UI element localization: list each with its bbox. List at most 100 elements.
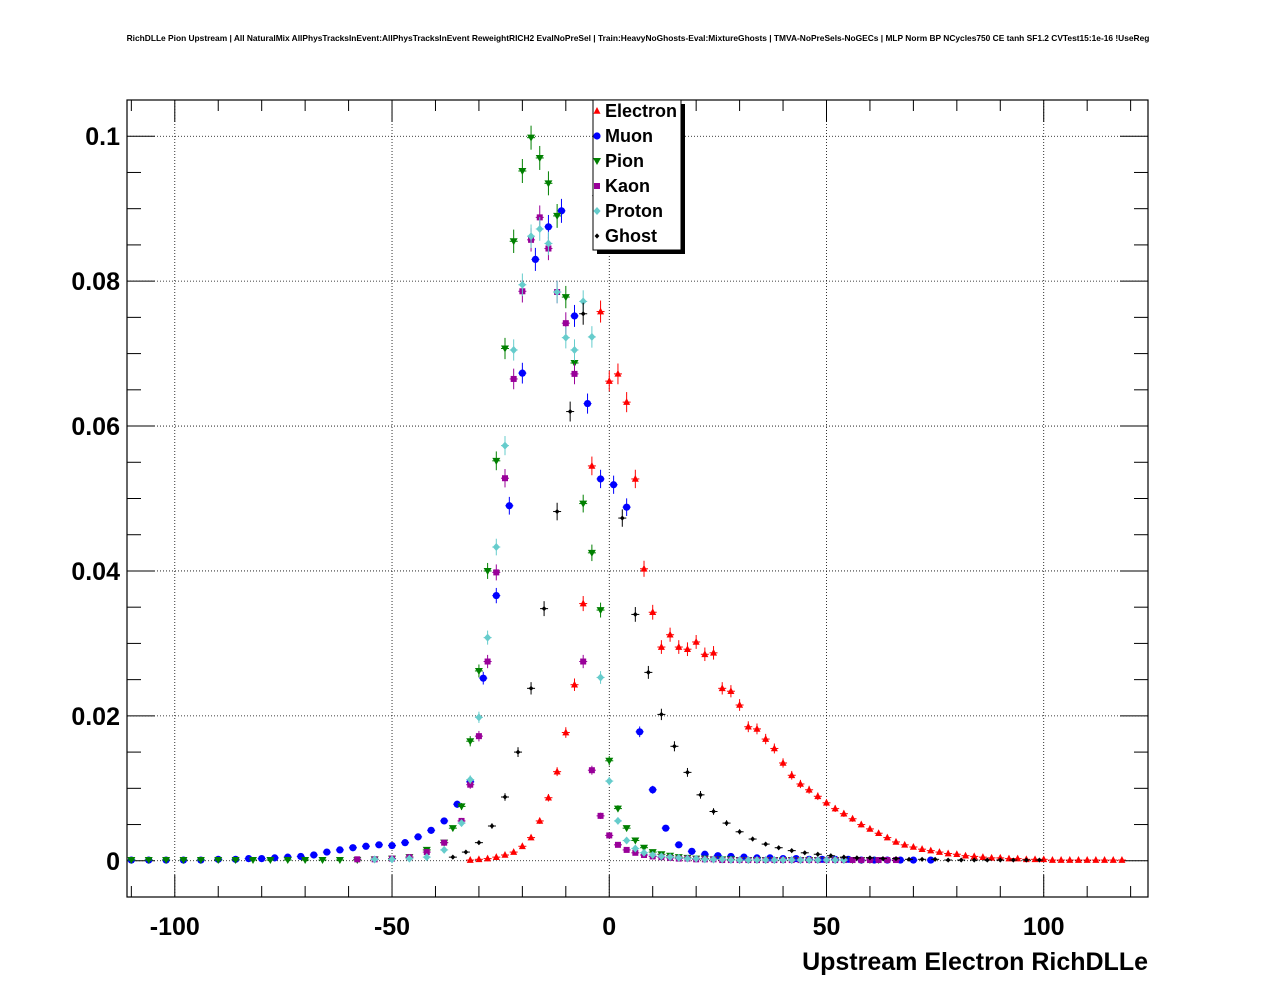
point-ghost xyxy=(580,311,586,317)
point-ghost xyxy=(476,840,482,846)
point-pion xyxy=(214,857,223,865)
legend-marker-proton xyxy=(593,207,601,215)
point-proton xyxy=(840,856,848,865)
legend-label-muon: Muon xyxy=(605,126,653,146)
point-proton xyxy=(736,856,744,865)
point-proton xyxy=(831,856,839,865)
point-ghost xyxy=(802,850,808,856)
point-ghost xyxy=(1010,857,1016,863)
point-proton xyxy=(518,280,526,289)
point-proton xyxy=(466,775,474,784)
point-electron xyxy=(536,816,544,824)
point-proton xyxy=(544,239,553,248)
point-electron xyxy=(527,833,535,841)
point-ghost xyxy=(711,808,716,815)
point-muon xyxy=(636,728,644,736)
series-proton xyxy=(370,217,848,865)
point-pion xyxy=(162,857,171,865)
point-muon xyxy=(479,674,487,682)
point-ghost xyxy=(750,836,756,842)
legend-label-electron: Electron xyxy=(605,101,677,121)
point-muon xyxy=(323,848,331,856)
point-muon xyxy=(649,786,657,794)
point-ghost xyxy=(763,841,769,847)
y-tick-label: 0.02 xyxy=(71,703,120,731)
point-ghost xyxy=(828,853,834,859)
x-tick-label: -50 xyxy=(374,913,410,941)
point-proton xyxy=(588,332,596,341)
point-pion xyxy=(579,500,588,508)
point-muon xyxy=(427,826,435,834)
point-ghost xyxy=(515,749,521,755)
point-muon xyxy=(662,824,670,832)
point-electron xyxy=(909,843,917,850)
legend-label-proton: Proton xyxy=(605,201,663,221)
data-points xyxy=(127,125,1126,865)
point-electron xyxy=(553,767,561,775)
point-kaon xyxy=(588,767,595,774)
point-electron xyxy=(571,680,579,688)
point-proton xyxy=(822,856,831,865)
point-proton xyxy=(579,297,587,306)
point-electron xyxy=(753,724,761,732)
y-tick-label: 0.1 xyxy=(85,123,120,151)
point-electron xyxy=(744,722,752,730)
point-proton xyxy=(388,855,396,864)
point-proton xyxy=(605,777,613,786)
point-pion xyxy=(144,857,153,865)
point-electron xyxy=(779,758,787,766)
chart-title: RichDLLe Pion Upstream | All NaturalMix … xyxy=(126,33,1150,43)
point-electron xyxy=(510,848,518,855)
point-ghost xyxy=(632,611,638,618)
x-tick-label: -100 xyxy=(150,913,200,941)
point-pion xyxy=(127,857,136,865)
legend: Electron Muon Pion Kaon Proton Ghost xyxy=(592,99,685,254)
point-electron xyxy=(970,852,978,860)
point-proton xyxy=(814,856,822,865)
legend-box xyxy=(592,99,682,251)
point-proton xyxy=(640,848,648,857)
point-proton xyxy=(553,288,561,297)
point-electron xyxy=(857,820,865,828)
point-proton xyxy=(709,855,718,864)
point-proton xyxy=(475,713,483,722)
point-pion xyxy=(500,345,509,353)
series-muon xyxy=(127,198,935,864)
point-electron xyxy=(979,853,987,860)
point-ghost xyxy=(841,854,847,860)
point-kaon xyxy=(571,370,578,377)
point-electron xyxy=(484,854,492,862)
point-muon xyxy=(505,502,513,510)
point-proton xyxy=(596,673,605,682)
point-proton xyxy=(623,836,631,845)
legend-marker-muon xyxy=(593,132,601,140)
legend-marker-pion xyxy=(593,158,601,165)
point-electron xyxy=(701,650,709,658)
point-electron xyxy=(597,307,605,315)
point-electron xyxy=(1101,856,1109,863)
point-kaon xyxy=(632,849,639,856)
point-electron xyxy=(675,643,683,650)
point-electron xyxy=(849,814,857,822)
point-ghost xyxy=(906,856,912,862)
point-electron xyxy=(892,837,900,845)
point-muon xyxy=(414,833,422,841)
point-pion xyxy=(492,457,501,465)
point-proton xyxy=(744,856,752,865)
point-muon xyxy=(388,841,396,850)
point-kaon xyxy=(423,849,430,856)
point-electron xyxy=(710,648,718,656)
point-kaon xyxy=(614,841,621,848)
point-pion xyxy=(318,857,327,865)
point-electron xyxy=(623,398,631,405)
point-muon xyxy=(570,312,579,320)
point-electron xyxy=(962,851,970,859)
point-muon xyxy=(362,842,370,850)
point-electron xyxy=(666,630,674,638)
point-pion xyxy=(622,825,631,833)
point-kaon xyxy=(510,375,517,382)
legend-marker-kaon xyxy=(594,183,600,189)
point-ghost xyxy=(945,857,951,863)
point-muon xyxy=(492,591,500,600)
